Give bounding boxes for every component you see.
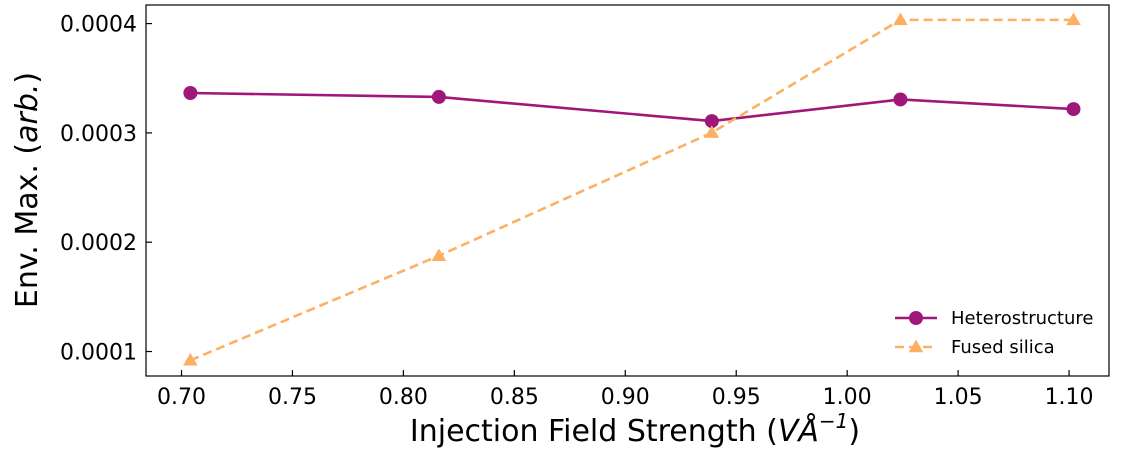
data-point [183,85,198,100]
data-point [704,114,719,129]
series-0 [183,85,1081,129]
x-tick-label: 0.80 [379,385,428,410]
y-tick-label: 0.0004 [60,13,137,38]
x-tick-label: 0.70 [157,385,206,410]
plot-area: 0.70 0.75 0.80 0.85 0.90 0.95 1.00 1.05 1.10 0.00… [60,4,1110,410]
y-axis-label-close: ) [10,72,45,84]
y-axis-label-main: Env. Max. ( [10,143,45,308]
data-point [1066,12,1081,26]
x-axis-label-close: ) [848,414,860,449]
x-tick-label: 0.95 [712,385,761,410]
data-point [431,89,446,104]
svg-text:Env. Max. (arb.): Env. Max. (arb.) [10,72,45,308]
series-1 [183,12,1081,366]
x-axis-label-unit: VÅ [778,413,819,449]
x-tick-label: 0.90 [601,385,650,410]
x-axis-label: Injection Field Strength (VÅ−1) [410,409,860,449]
data-point [893,92,908,107]
plot-frame [145,4,1110,377]
data-point [183,352,198,366]
y-axis-label: Env. Max. (arb.) [10,72,45,308]
legend-marker [908,339,924,353]
y-tick-label: 0.0003 [60,122,137,147]
x-tick-label: 0.85 [490,385,539,410]
y-axis-label-unit: arb. [10,84,45,143]
x-tick-label: 0.75 [268,385,317,410]
data-point [1066,102,1081,117]
series-line [190,91,1074,123]
y-tick-label: 0.0001 [60,341,137,366]
x-tick-label: 1.00 [823,385,872,410]
x-axis-label-main: Injection Field Strength ( [410,414,778,449]
legend-label: Fused silica [951,337,1055,358]
data-point [704,125,720,138]
series-line [189,18,1074,362]
legend-marker [909,311,923,325]
svg-text:Injection Field Strength (VÅ−1: Injection Field Strength (VÅ−1) [410,409,860,449]
data-point [893,12,908,26]
legend-label: Heterostructure [951,308,1093,329]
legend: Heterostructure Fused silica [895,308,1093,358]
y-tick-label: 0.0002 [60,231,137,256]
x-tick-label: 1.05 [934,385,983,410]
x-tick-label: 1.10 [1045,385,1094,410]
data-point [431,248,447,262]
x-axis-label-exponent: −1 [819,409,848,433]
